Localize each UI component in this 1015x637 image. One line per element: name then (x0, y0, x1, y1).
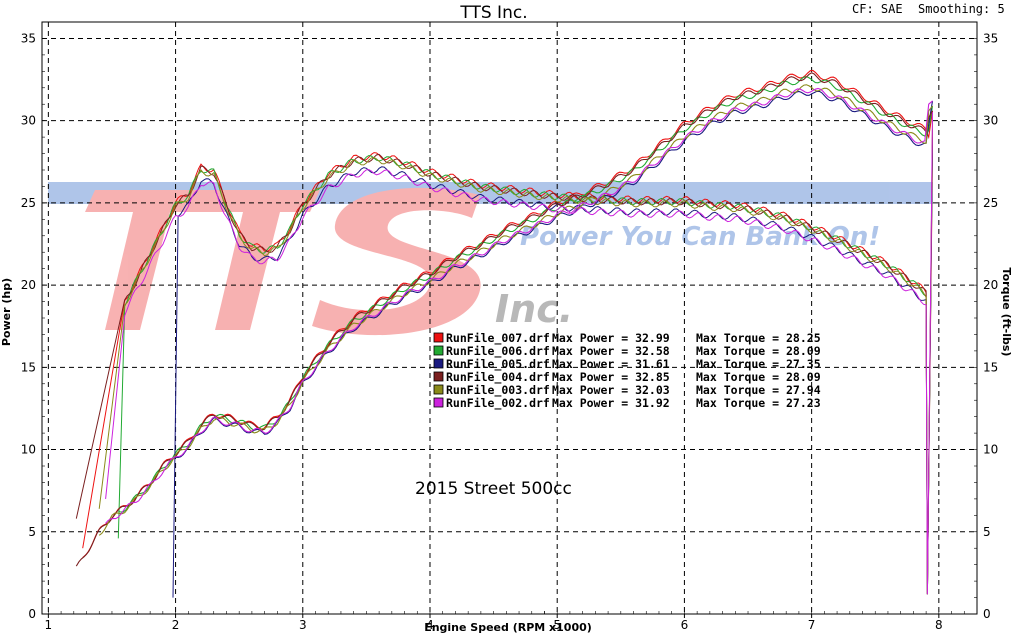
watermark-letter-s (312, 187, 481, 336)
x-tick-label: 7 (808, 618, 816, 632)
watermark-letter-t2 (195, 190, 320, 330)
y-axis-left-title: Power (hp) (0, 278, 13, 346)
legend-item: RunFile_006.drf Max Power = 32.58 Max Torq… (433, 344, 821, 359)
legend-max-power: Max Power = 32.99 (552, 331, 670, 345)
legend-item: RunFile_004.drf Max Power = 32.85 Max Torq… (433, 370, 821, 385)
y-left-tick-label: 20 (21, 278, 36, 292)
legend-max-torque: Max Torque = 27.35 (696, 357, 821, 371)
legend-file-label: RunFile_005.drf (446, 357, 550, 372)
legend-max-power: Max Power = 32.58 (552, 344, 670, 358)
x-tick-label: 1 (45, 618, 53, 632)
y-left-tick-label: 30 (21, 114, 36, 128)
y-right-tick-label: 20 (983, 278, 998, 292)
torque-curve (98, 120, 933, 595)
y-right-tick-label: 35 (983, 31, 998, 45)
y-left-tick-label: 25 (21, 196, 36, 210)
legend-max-power: Max Power = 31.61 (552, 357, 670, 371)
legend-max-power: Max Power = 32.03 (552, 383, 670, 397)
legend-item: RunFile_007.drf Max Power = 32.99 Max Torq… (433, 331, 821, 346)
y-right-tick-label: 10 (983, 443, 998, 457)
y-right-tick-label: 25 (983, 196, 998, 210)
legend-file-label: RunFile_007.drf (446, 331, 550, 346)
chart-title: TTS Inc. (459, 3, 527, 23)
legend-max-torque: Max Torque = 27.23 (696, 396, 821, 410)
legend-max-torque: Max Torque = 27.94 (696, 383, 821, 397)
legend-file-label: RunFile_004.drf (446, 370, 550, 385)
x-tick-label: 2 (172, 618, 180, 632)
legend-file-label: RunFile_003.drf (446, 383, 550, 398)
y-left-tick-label: 15 (21, 360, 36, 374)
legend-item: RunFile_002.drf Max Power = 31.92 Max Torq… (433, 396, 821, 411)
x-tick-label: 5 (553, 618, 561, 632)
y-right-tick-label: 15 (983, 360, 998, 374)
y-axis-right-title: Torque (ft-lbs) (1000, 268, 1013, 357)
legend-swatch (433, 371, 444, 382)
legend-max-torque: Max Torque = 28.25 (696, 331, 821, 345)
torque-curve (105, 112, 933, 595)
y-left-tick-label: 10 (21, 443, 36, 457)
x-tick-label: 8 (935, 618, 943, 632)
legend-file-label: RunFile_006.drf (446, 344, 550, 359)
watermark-inc-text: Inc. (495, 287, 573, 331)
legend-swatch (433, 358, 444, 369)
legend-item: RunFile_003.drf Max Power = 32.03 Max Torq… (433, 383, 821, 398)
y-right-tick-label: 5 (983, 525, 991, 539)
smoothing-label: Smoothing: 5 (918, 2, 1005, 16)
x-tick-label: 4 (426, 618, 434, 632)
power-curve (75, 72, 933, 567)
legend-max-power: Max Power = 32.85 (552, 370, 670, 384)
tts-watermark-logo: Inc. Power You Can Bank On! (48, 182, 933, 336)
torque-curve (172, 137, 933, 598)
y-left-tick-label: 0 (28, 607, 36, 621)
legend-max-torque: Max Torque = 28.09 (696, 344, 821, 358)
legend-file-label: RunFile_002.drf (446, 396, 550, 411)
cf-label: CF: SAE (852, 2, 903, 16)
y-right-tick-label: 30 (983, 114, 998, 128)
watermark-slogan-text: Power You Can Bank On! (520, 222, 880, 252)
x-tick-label: 3 (299, 618, 307, 632)
y-left-tick-label: 5 (28, 525, 36, 539)
y-right-tick-label: 0 (983, 607, 991, 621)
grid-lines (42, 22, 977, 614)
legend-swatch (433, 345, 444, 356)
legend-max-power: Max Power = 31.92 (552, 396, 670, 410)
chart-annotation: 2015 Street 500cc (415, 479, 572, 499)
axis-ticks: 1 2 3 4 5 6 7 8 0 0 5 5 10 10 15 15 20 20 25 25 30 30 35 35 (21, 21, 998, 632)
x-axis-title: Engine Speed (RPM x1000) (424, 621, 592, 634)
dyno-curves (75, 69, 934, 598)
legend-swatch (433, 384, 444, 395)
legend-item: RunFile_005.drf Max Power = 31.61 Max Torq… (433, 357, 821, 372)
legend-swatch (433, 332, 444, 343)
x-tick-label: 6 (681, 618, 689, 632)
y-left-tick-label: 35 (21, 31, 36, 45)
power-curve (105, 87, 933, 524)
legend-max-torque: Max Torque = 28.09 (696, 370, 821, 384)
legend-swatch (433, 397, 444, 408)
legend: RunFile_007.drf Max Power = 32.99 Max Torq… (433, 331, 821, 411)
torque-curve (117, 145, 933, 595)
